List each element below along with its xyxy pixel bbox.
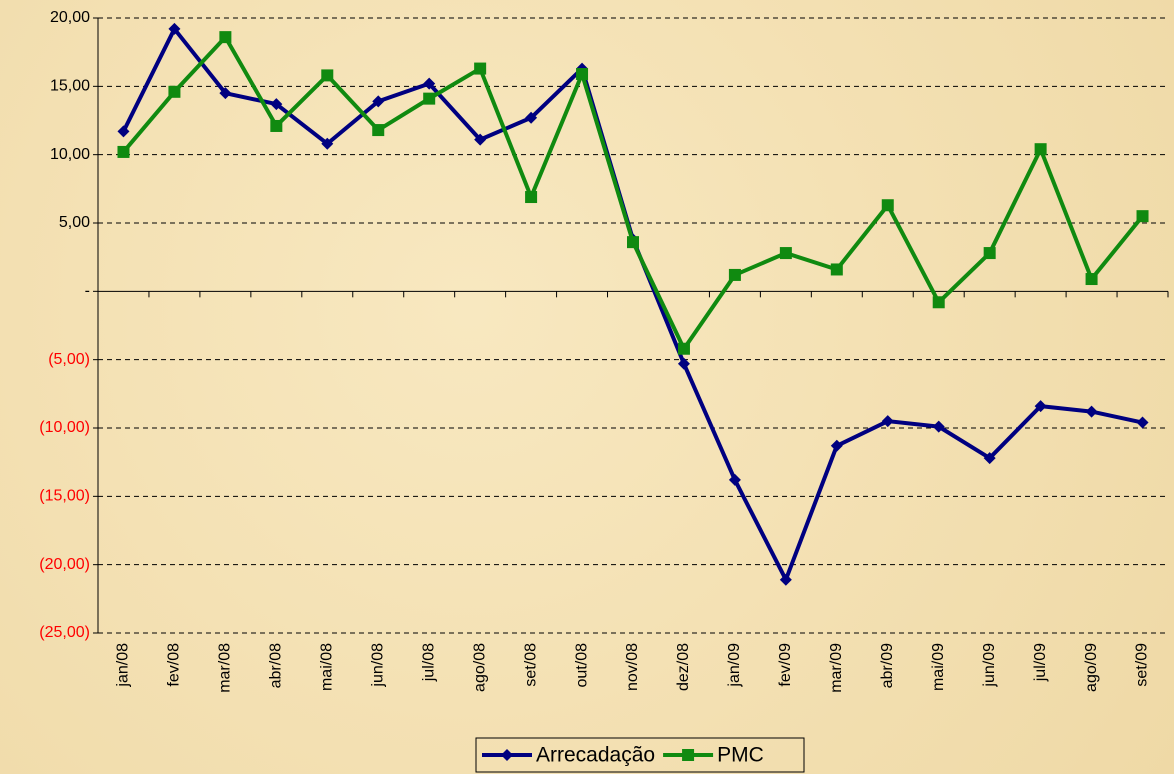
y-tick-label: 10,00 bbox=[50, 146, 90, 163]
marker bbox=[728, 473, 741, 486]
marker bbox=[372, 95, 385, 108]
marker bbox=[576, 68, 589, 81]
x-tick-label: set/08 bbox=[522, 643, 539, 687]
x-tick-label: set/09 bbox=[1134, 643, 1151, 687]
x-tick-label: abr/08 bbox=[268, 643, 285, 688]
marker bbox=[423, 77, 436, 90]
marker bbox=[1034, 143, 1047, 156]
x-tick-label: out/08 bbox=[573, 643, 590, 688]
marker bbox=[881, 415, 894, 428]
y-tick-label: (5,00) bbox=[48, 351, 90, 368]
marker bbox=[932, 296, 945, 309]
marker bbox=[525, 111, 538, 124]
legend-label: PMC bbox=[717, 744, 764, 767]
y-tick-label: (10,00) bbox=[39, 419, 90, 436]
marker bbox=[1136, 210, 1149, 223]
y-tick-label: (25,00) bbox=[39, 624, 90, 641]
x-tick-label: mai/08 bbox=[319, 643, 336, 691]
marker bbox=[677, 342, 690, 355]
x-tick-label: abr/09 bbox=[879, 643, 896, 688]
y-tick-label: - bbox=[85, 283, 90, 300]
marker bbox=[372, 124, 385, 137]
x-tick-label: dez/08 bbox=[675, 643, 692, 691]
x-tick-label: nov/08 bbox=[624, 643, 641, 691]
x-tick-label: jan/09 bbox=[726, 643, 743, 688]
x-tick-label: jan/08 bbox=[115, 643, 132, 688]
marker bbox=[168, 85, 181, 98]
marker bbox=[627, 236, 639, 249]
marker bbox=[270, 119, 283, 132]
y-tick-label: (20,00) bbox=[39, 556, 90, 573]
marker bbox=[117, 145, 130, 158]
marker bbox=[270, 98, 283, 111]
x-tick-label: mar/09 bbox=[828, 643, 845, 693]
marker bbox=[983, 452, 996, 465]
marker bbox=[117, 125, 130, 138]
marker bbox=[830, 263, 843, 276]
x-tick-label: jun/08 bbox=[369, 643, 386, 688]
marker bbox=[219, 31, 232, 44]
marker bbox=[219, 87, 232, 100]
marker bbox=[779, 247, 792, 260]
y-tick-label: 15,00 bbox=[50, 78, 90, 95]
marker bbox=[932, 420, 945, 433]
marker bbox=[501, 749, 513, 761]
marker bbox=[728, 268, 741, 281]
marker bbox=[474, 133, 487, 146]
marker bbox=[983, 247, 996, 260]
x-tick-label: mai/09 bbox=[930, 643, 947, 691]
x-tick-label: jun/09 bbox=[981, 643, 998, 688]
x-tick-label: mar/08 bbox=[217, 643, 234, 693]
marker bbox=[1034, 400, 1047, 413]
x-tick-label: ago/08 bbox=[471, 643, 488, 692]
x-tick-label: fev/09 bbox=[777, 643, 794, 687]
marker bbox=[682, 749, 695, 761]
x-tick-label: jul/09 bbox=[1032, 643, 1049, 682]
marker bbox=[881, 199, 894, 212]
x-tick-label: fev/08 bbox=[166, 643, 183, 687]
marker bbox=[1085, 405, 1098, 418]
marker bbox=[474, 62, 487, 75]
marker bbox=[779, 573, 792, 586]
marker bbox=[1136, 416, 1149, 429]
marker bbox=[1085, 273, 1098, 286]
marker bbox=[168, 22, 181, 35]
x-tick-label: jul/08 bbox=[420, 643, 437, 682]
y-tick-label: 5,00 bbox=[59, 214, 90, 231]
marker bbox=[830, 439, 843, 452]
marker bbox=[321, 69, 334, 82]
marker bbox=[321, 137, 334, 150]
series-line bbox=[121, 35, 1145, 351]
legend-label: Arrecadação bbox=[536, 744, 655, 767]
marker bbox=[677, 357, 690, 370]
legend bbox=[475, 737, 805, 773]
y-tick-label: 20,00 bbox=[50, 9, 90, 26]
marker bbox=[525, 191, 538, 204]
marker bbox=[423, 92, 436, 105]
x-tick-label: ago/09 bbox=[1083, 643, 1100, 692]
y-tick-label: (15,00) bbox=[39, 488, 90, 505]
series-line bbox=[121, 26, 1143, 582]
